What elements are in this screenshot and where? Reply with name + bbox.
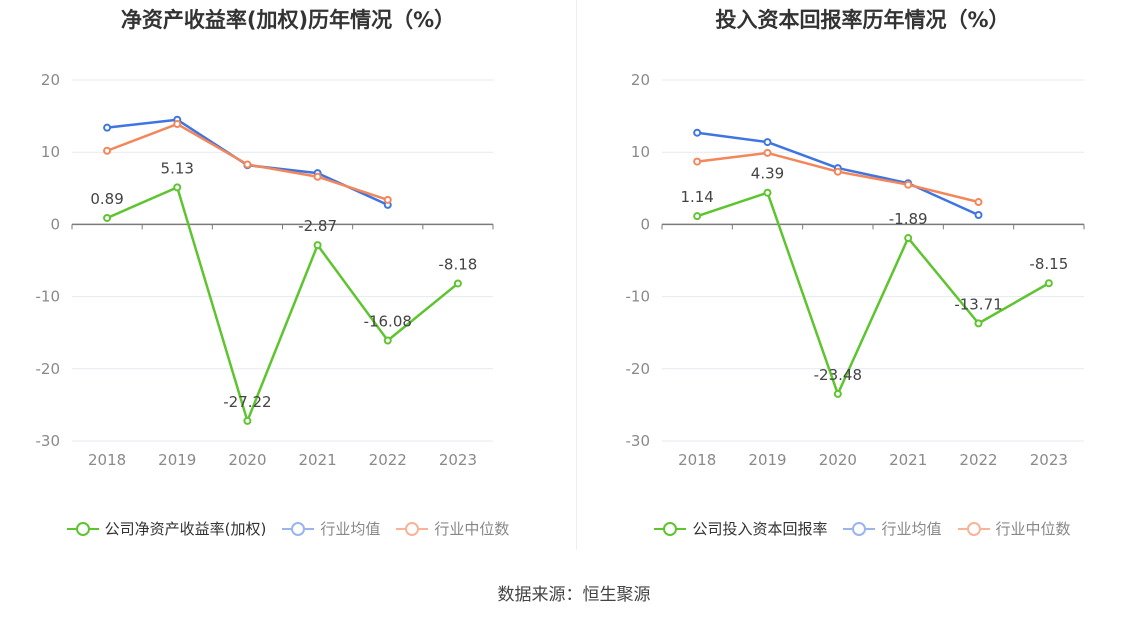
chart-legend: 公司净资产收益率(加权) 行业均值 行业中位数 (0, 518, 576, 539)
data-point (103, 123, 112, 132)
data-source: 数据来源：恒生聚源 (497, 585, 651, 605)
data-point (693, 128, 702, 137)
series-line (106, 186, 459, 423)
y-tick-label: 10 (631, 143, 650, 161)
x-tick-label: 2023 (439, 451, 477, 469)
chart-title: 净资产收益率(加权)历年情况（%） (120, 8, 456, 32)
data-point (904, 180, 913, 189)
data-point (173, 183, 182, 192)
data-label: -13.71 (954, 295, 1002, 313)
y-tick-label: 20 (631, 71, 650, 89)
y-tick-label: 0 (640, 215, 650, 233)
x-tick-label: 2021 (889, 451, 927, 469)
x-tick-label: 2022 (369, 451, 407, 469)
legend-label: 行业中位数 (434, 520, 510, 538)
x-tick-label: 2020 (819, 451, 857, 469)
data-label: -27.22 (223, 393, 271, 411)
y-tick-label: -30 (626, 432, 651, 450)
legend-label: 公司投入资本回报率 (692, 520, 828, 538)
legend-mean-icon (843, 521, 876, 537)
x-tick-label: 2021 (298, 451, 336, 469)
data-point (833, 167, 842, 176)
x-tick-label: 2018 (88, 451, 126, 469)
legend-label: 行业中位数 (995, 520, 1071, 538)
data-point (904, 234, 913, 243)
x-tick-label: 2023 (1030, 451, 1068, 469)
panel-divider (576, 0, 577, 550)
chart-title: 投入资本回报率历年情况（%） (715, 8, 1010, 32)
data-point (763, 138, 772, 147)
y-tick-label: -20 (36, 360, 61, 378)
data-point (103, 213, 112, 222)
data-label: -1.89 (889, 210, 928, 228)
roic-line-chart: 20 10 0 -10 -20 -30 2018 2019 2020 2021 2022 2023 1.… (626, 71, 1085, 469)
data-point (974, 211, 983, 220)
data-point (103, 146, 112, 155)
data-point (974, 198, 983, 207)
data-point (974, 319, 983, 328)
data-label: -2.87 (298, 217, 337, 235)
legend-item-mean[interactable]: 行业均值 (282, 518, 380, 539)
legend-item-company[interactable]: 公司净资产收益率(加权) (66, 518, 267, 539)
data-label: 1.14 (680, 188, 713, 206)
data-label: -8.15 (1029, 255, 1068, 273)
x-tick-label: 2019 (158, 451, 196, 469)
y-tick-label: 0 (50, 215, 60, 233)
data-label: -8.18 (439, 255, 478, 273)
data-label: -16.08 (364, 312, 412, 330)
data-point (243, 416, 252, 425)
data-point (243, 160, 252, 169)
legend-median-icon (957, 521, 990, 537)
data-point (833, 389, 842, 398)
y-tick-label: 20 (41, 71, 60, 89)
data-point (763, 188, 772, 197)
x-tick-label: 2019 (748, 451, 786, 469)
data-label: 5.13 (161, 159, 194, 177)
data-point (173, 120, 182, 129)
x-tick-label: 2020 (228, 451, 266, 469)
chart-legend: 公司投入资本回报率 行业均值 行业中位数 (577, 518, 1148, 539)
roe-chart-panel: 净资产收益率(加权)历年情况（%） 20 10 0 -10 -20 -30 2018 2019… (0, 0, 576, 560)
data-point (383, 195, 392, 204)
data-point (763, 148, 772, 157)
y-tick-label: -10 (626, 288, 651, 306)
legend-median-icon (396, 521, 429, 537)
legend-item-median[interactable]: 行业中位数 (396, 518, 509, 539)
legend-company-icon (654, 521, 687, 537)
x-tick-label: 2018 (678, 451, 716, 469)
x-tick-label: 2022 (959, 451, 997, 469)
data-point (383, 336, 392, 345)
legend-company-icon (66, 521, 99, 537)
data-label: -23.48 (814, 366, 862, 384)
series-line (696, 191, 1050, 396)
data-point (693, 157, 702, 166)
legend-item-median[interactable]: 行业中位数 (957, 518, 1071, 539)
legend-label: 行业均值 (320, 520, 381, 538)
legend-label: 行业均值 (881, 520, 942, 538)
data-point (693, 212, 702, 221)
y-tick-label: 10 (41, 143, 60, 161)
legend-item-company[interactable]: 公司投入资本回报率 (654, 518, 827, 539)
data-label: 4.39 (751, 165, 784, 183)
y-tick-label: -10 (36, 288, 61, 306)
legend-item-mean[interactable]: 行业均值 (843, 518, 942, 539)
y-tick-label: -20 (626, 360, 651, 378)
data-point (1044, 279, 1053, 288)
roic-chart-panel: 投入资本回报率历年情况（%） 20 10 0 -10 -20 -30 2018 2019 202… (577, 0, 1148, 560)
roe-line-chart: 20 10 0 -10 -20 -30 2018 2019 2020 2021 2022 2023 0.… (36, 71, 494, 469)
data-point (453, 279, 462, 288)
y-tick-label: -30 (36, 432, 61, 450)
data-point (313, 241, 322, 250)
data-point (313, 172, 322, 181)
legend-label: 公司净资产收益率(加权) (104, 520, 267, 538)
legend-mean-icon (282, 521, 315, 537)
data-label: 0.89 (90, 190, 123, 208)
